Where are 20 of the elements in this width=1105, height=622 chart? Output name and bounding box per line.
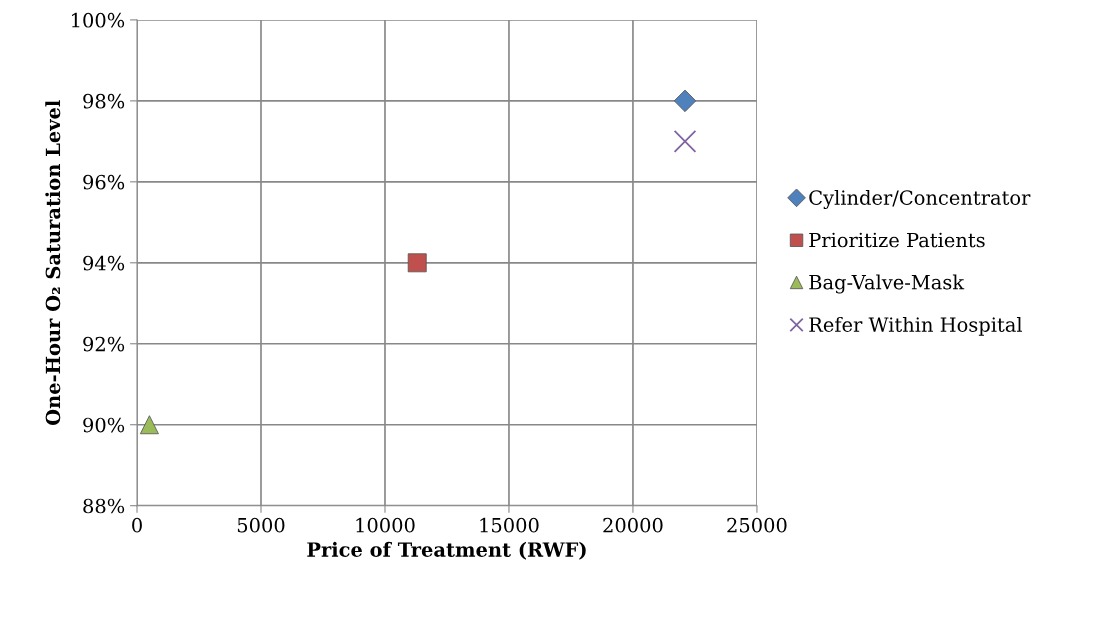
legend-label: Refer Within Hospital [809,316,1023,336]
legend-label: Cylinder/Concentrator [809,189,1031,209]
x-tick-label: 10000 [356,517,415,533]
legend-label: Prioritize Patients [809,232,985,248]
y-tick-label: 90% [83,417,125,433]
y-tick-label: 96% [83,174,125,190]
legend-label: Bag-Valve-Mask [809,274,965,294]
y-tick-label: 98% [83,93,125,109]
x-tick-label: 5000 [237,517,285,533]
y-tick-label: 92% [83,336,125,352]
y-tick-label: 100% [72,12,125,28]
x-tick-label: 25000 [727,517,787,533]
point [673,130,697,153]
y-tick-label: 88% [83,498,125,514]
x-tick-label: 15000 [480,517,539,533]
x-axis-title: Price of Treatment (RWF) [307,541,586,560]
y-axis-title: One-Hour O₂ Saturation Level [45,100,61,426]
y-tick-label: 94% [83,255,125,271]
x-tick-label: 0 [132,517,142,533]
x-tick-label: 20000 [603,517,663,533]
